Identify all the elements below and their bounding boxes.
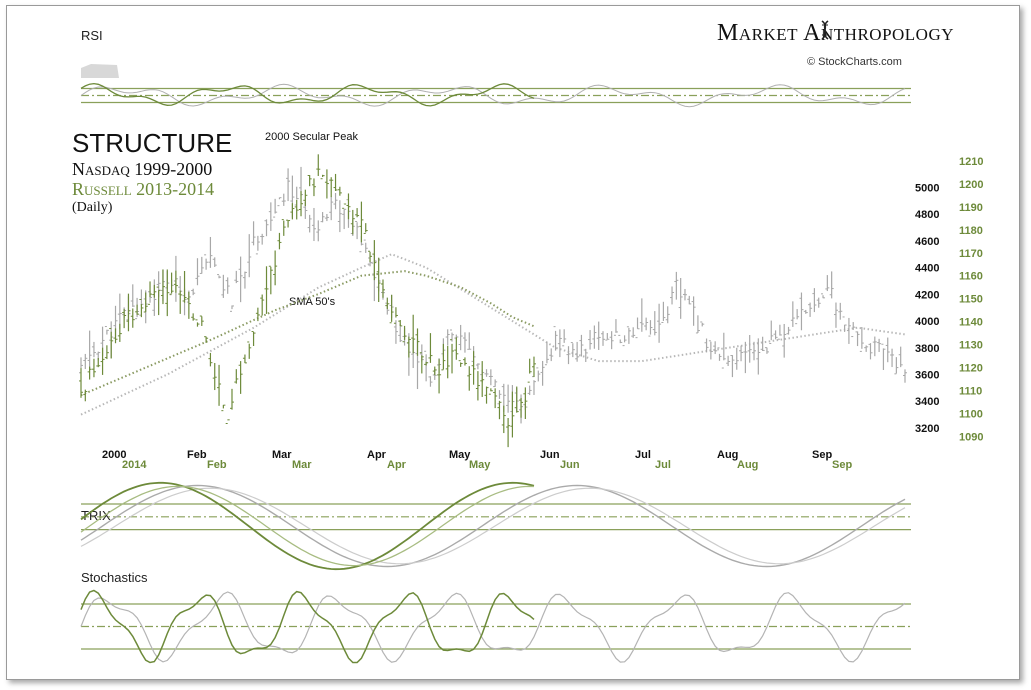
y-tick-right: 1200	[959, 179, 983, 191]
x-tick-primary: 2000	[102, 449, 126, 461]
x-tick-primary: Feb	[187, 449, 207, 461]
y-tick-left: 4400	[915, 263, 939, 275]
chart-frame: Market Anthropology © StockCharts.com RS…	[6, 5, 1020, 680]
series-russell-label: Russell 2013-2014	[72, 179, 215, 199]
x-tick-secondary: Sep	[832, 459, 852, 471]
y-tick-right: 1110	[959, 386, 982, 398]
frequency-label: (Daily)	[72, 200, 113, 215]
x-tick-primary: Apr	[367, 449, 387, 461]
y-tick-right: 1120	[959, 363, 983, 375]
x-tick-primary: Sep	[812, 449, 832, 461]
series-nasdaq-label: Nasdaq 1999-2000	[72, 159, 213, 179]
x-tick-secondary: Jun	[560, 459, 580, 471]
peak-annotation: 2000 Secular Peak	[265, 131, 358, 143]
trix-nasdaq-signal	[80, 487, 906, 565]
y-tick-left: 4000	[915, 316, 939, 328]
y-tick-left: 5000	[915, 182, 939, 194]
y-tick-right: 1150	[959, 294, 983, 306]
y-tick-left: 4800	[915, 209, 939, 221]
stochastics-panel-title: Stochastics	[81, 570, 148, 585]
rsi-panel-title: RSI	[81, 28, 103, 43]
y-tick-right: 1190	[959, 202, 983, 214]
stoch-nasdaq-line	[80, 591, 906, 663]
chart-canvas: 3200 3400 3600 3800 4000 4200 4400 4600 4800 5000…	[79, 64, 983, 664]
y-tick-left: 3400	[915, 396, 939, 408]
y-tick-left: 4200	[915, 289, 939, 301]
trix-russell-line	[80, 481, 535, 571]
y-tick-left: 4600	[915, 236, 939, 248]
chart-title: STRUCTURE	[72, 128, 233, 158]
y-tick-left: 3800	[915, 343, 939, 355]
x-tick-primary: May	[449, 449, 471, 461]
x-tick-secondary: Aug	[737, 459, 758, 471]
source-label: © StockCharts.com	[807, 56, 902, 68]
x-tick-secondary: Feb	[207, 459, 227, 471]
x-tick-primary: Aug	[717, 449, 738, 461]
y-tick-right: 1130	[959, 340, 983, 352]
x-tick-secondary: Apr	[387, 459, 407, 471]
y-tick-left: 3600	[915, 370, 939, 382]
rsi-shade	[81, 64, 119, 78]
x-tick-secondary: 2014	[122, 459, 147, 471]
stoch-russell-line	[80, 589, 535, 664]
rsi-nasdaq-line	[80, 83, 906, 108]
brand-title: Market Anthropology	[717, 20, 955, 46]
russell-sma-line	[80, 270, 535, 397]
x-tick-secondary: May	[469, 459, 491, 471]
y-tick-right: 1100	[959, 409, 983, 421]
nasdaq-sma-line	[80, 253, 906, 416]
x-tick-primary: Jul	[635, 449, 651, 461]
dna-helix-icon	[821, 20, 829, 40]
y-tick-right: 1140	[959, 317, 983, 329]
y-tick-right: 1170	[959, 248, 983, 260]
trix-nasdaq-line	[80, 484, 906, 568]
y-tick-right: 1180	[959, 225, 983, 237]
y-tick-left: 3200	[915, 423, 939, 435]
y-tick-right: 1160	[959, 271, 983, 283]
y-tick-right: 1210	[959, 156, 983, 168]
rsi-russell-line	[80, 82, 535, 107]
x-tick-primary: Jun	[540, 449, 560, 461]
x-tick-primary: Mar	[272, 449, 292, 461]
x-tick-secondary: Jul	[655, 459, 671, 471]
trix-panel-title: TRIX	[81, 508, 111, 523]
y-tick-right: 1090	[959, 432, 983, 444]
x-tick-secondary: Mar	[292, 459, 312, 471]
trix-russell-signal	[80, 485, 535, 567]
